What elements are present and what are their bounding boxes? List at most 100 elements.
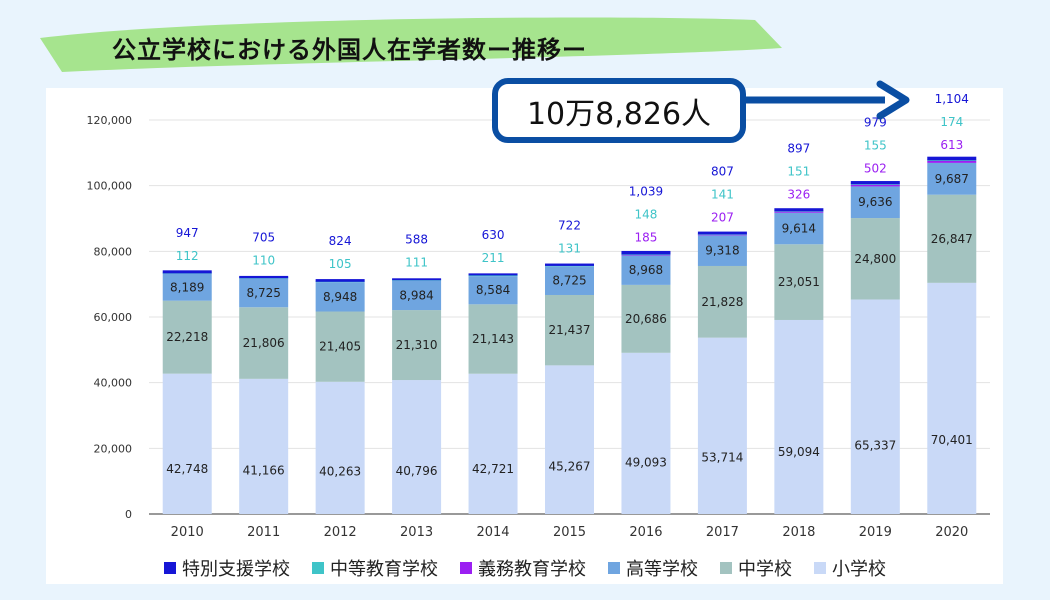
data-label-special-needs: 588 (405, 233, 428, 247)
data-label-elementary: 59,094 (778, 445, 820, 459)
data-label-high-school: 8,948 (323, 290, 357, 304)
data-label-junior-high: 26,847 (931, 232, 973, 246)
data-label-special-needs: 1,104 (935, 92, 969, 106)
bar-segment (162, 273, 212, 301)
bar-segment (850, 299, 900, 514)
bar-segment (162, 300, 212, 374)
data-label-junior-high: 21,828 (701, 295, 743, 309)
data-label-junior-high: 23,051 (778, 275, 820, 289)
chart-legend: 特別支援学校 中等教育学校 義務教育学校 高等学校 中学校 小学校 (0, 555, 1050, 581)
bar-segment (621, 352, 671, 514)
data-label-junior-high: 21,806 (243, 336, 285, 350)
y-tick-label: 40,000 (94, 377, 133, 390)
data-label-special-needs: 897 (787, 142, 810, 156)
data-label-compulsory: 326 (787, 188, 810, 202)
bar-segment (927, 194, 977, 283)
bar-segment (621, 255, 671, 285)
data-label-special-needs: 807 (711, 164, 734, 178)
data-label-secondary: 131 (558, 241, 581, 255)
bar-segment (468, 373, 518, 514)
data-label-secondary: 141 (711, 187, 734, 201)
bar-segment (621, 284, 671, 353)
bar-segment (239, 378, 289, 514)
x-tick-label: 2019 (859, 525, 892, 540)
legend-swatch (460, 562, 472, 574)
legend-label: 小学校 (832, 559, 886, 580)
bar-segment (392, 280, 442, 311)
legend-item: 中学校 (720, 555, 792, 581)
x-tick-label: 2013 (400, 525, 433, 540)
legend-swatch (608, 562, 620, 574)
data-label-junior-high: 21,310 (396, 338, 438, 352)
bar-segment (392, 310, 442, 381)
total-callout-text: 10万8,826人 (526, 96, 712, 132)
data-label-secondary: 111 (405, 256, 428, 270)
legend-swatch (164, 562, 176, 574)
data-label-special-needs: 824 (329, 234, 352, 248)
bar-segment (468, 304, 518, 374)
bar-segment (545, 365, 594, 514)
bar-segment (774, 208, 824, 212)
bar-segment (697, 265, 747, 338)
data-label-special-needs: 979 (864, 115, 887, 129)
page-title: 公立学校における外国人在学者数ー推移ー (112, 36, 587, 64)
bar-segment (774, 212, 824, 245)
data-label-high-school: 9,636 (858, 195, 892, 209)
data-label-high-school: 8,189 (170, 280, 204, 294)
x-tick-label: 2011 (247, 525, 280, 540)
bar-segment (468, 276, 518, 305)
y-tick-label: 0 (125, 508, 132, 521)
total-callout-box: 10万8,826人 (492, 78, 746, 143)
bar-segment (545, 263, 594, 266)
legend-swatch (312, 562, 324, 574)
legend-swatch (814, 562, 826, 574)
legend-label: 中学校 (738, 559, 792, 580)
data-label-secondary: 174 (940, 115, 963, 129)
bar-segment (927, 282, 977, 514)
y-tick-label: 120,000 (87, 114, 133, 127)
bar-segment (774, 211, 824, 213)
legend-item: 特別支援学校 (164, 555, 290, 581)
data-label-special-needs: 1,039 (629, 184, 663, 198)
bar-segment (545, 266, 594, 295)
banner-brush-shape (40, 17, 782, 72)
legend-swatch (720, 562, 732, 574)
legend-item: 義務教育学校 (460, 555, 586, 581)
data-label-elementary: 49,093 (625, 455, 667, 469)
stacked-bar-chart: 0 20,000 40,000 60,000 80,000 100,000 120,000 2… (87, 92, 990, 540)
x-tick-label: 2014 (476, 525, 509, 540)
x-tick-label: 2016 (629, 525, 662, 540)
data-label-junior-high: 21,143 (472, 332, 514, 346)
data-label-secondary: 211 (482, 251, 505, 265)
data-label-high-school: 9,318 (705, 244, 739, 258)
legend-item: 高等学校 (608, 555, 698, 581)
data-label-elementary: 70,401 (931, 433, 973, 447)
data-label-high-school: 8,725 (552, 274, 586, 288)
x-tick-label: 2017 (706, 525, 739, 540)
bar-segment (392, 278, 442, 281)
bar-segment (774, 244, 824, 320)
bar-segment (392, 380, 442, 514)
data-label-secondary: 148 (635, 207, 658, 221)
y-tick-label: 20,000 (94, 442, 133, 455)
x-tick-label: 2012 (324, 525, 357, 540)
bar-segment (927, 160, 977, 163)
data-label-high-school: 9,614 (782, 222, 816, 236)
data-label-special-needs: 947 (176, 226, 199, 240)
bar-segment (850, 181, 900, 185)
x-tick-label: 2020 (935, 525, 968, 540)
data-label-junior-high: 22,218 (166, 330, 208, 344)
legend-item: 小学校 (814, 555, 886, 581)
bar-segment (850, 184, 900, 187)
y-tick-label: 80,000 (94, 245, 133, 258)
data-label-elementary: 42,748 (166, 462, 208, 476)
bar-segment (697, 337, 747, 514)
bar-segment (697, 235, 747, 266)
data-label-high-school: 9,687 (935, 172, 969, 186)
y-tick-label: 100,000 (87, 180, 133, 193)
title-banner (40, 17, 782, 72)
data-label-compulsory: 502 (864, 161, 887, 175)
legend-label: 高等学校 (626, 559, 698, 580)
bar-segment (621, 250, 671, 255)
y-tick-label: 60,000 (94, 311, 133, 324)
